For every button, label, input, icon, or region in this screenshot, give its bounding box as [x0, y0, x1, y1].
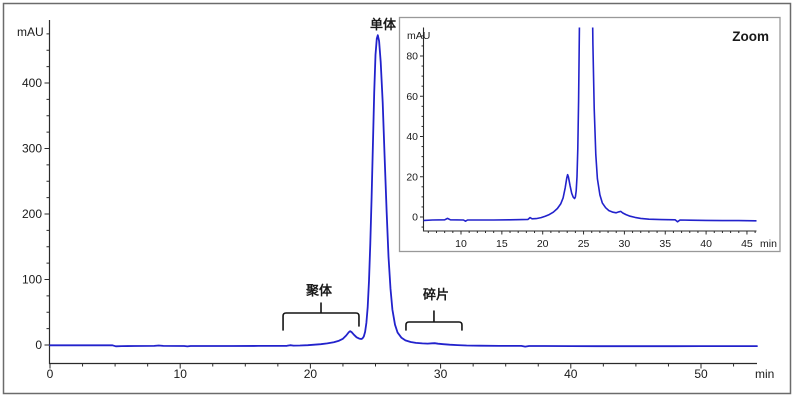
main-y-tick-label: 0: [35, 338, 42, 352]
main-x-tick-label: 20: [304, 367, 318, 381]
inset-y-tick-label: 60: [406, 91, 418, 103]
main-y-tick-label: 300: [22, 142, 42, 156]
inset-x-tick-label: 20: [537, 238, 549, 250]
inset-x-tick-label: 40: [700, 238, 712, 250]
inset-x-tick-label: 45: [741, 238, 753, 250]
inset-x-tick-label: 15: [496, 238, 508, 250]
inset-zoom-panel: 10 15 20 25 30 35 40 45 0 20 40 60 80 mAU min Zoom: [398, 16, 781, 253]
inset-x-tick-label: 10: [455, 238, 467, 250]
inset-x-axis-unit: min: [760, 238, 777, 250]
peak-label-monomer: 单体: [370, 17, 397, 32]
inset-title: Zoom: [732, 29, 769, 44]
inset-x-tick-label: 30: [619, 238, 631, 250]
inset-axis-ticks: [420, 35, 756, 235]
main-axis-ticks: [44, 33, 735, 369]
aggregate-bracket: [282, 302, 360, 331]
peak-label-aggregate: 聚体: [305, 283, 333, 298]
inset-y-tick-label: 40: [406, 131, 418, 143]
main-x-tick-label: 40: [564, 367, 578, 381]
main-y-tick-label: 200: [22, 207, 42, 221]
main-x-tick-label: 10: [174, 367, 188, 381]
inset-x-tick-label: 25: [578, 238, 590, 250]
inset-curve: [423, 27, 757, 223]
main-y-tick-label: 100: [22, 273, 42, 287]
fragment-bracket: [405, 310, 463, 331]
main-x-tick-label: 0: [47, 367, 54, 381]
inset-y-tick-label: 80: [406, 51, 418, 63]
main-x-axis-unit: min: [755, 367, 774, 381]
main-y-axis-unit: mAU: [17, 25, 44, 39]
window-frame: [2, 2, 792, 395]
main-x-tick-label: 50: [694, 367, 708, 381]
inset-border-box: [398, 16, 781, 253]
main-y-tick-label: 400: [22, 76, 42, 90]
main-x-tick-label: 30: [434, 367, 448, 381]
inset-axis-lines: [422, 27, 757, 232]
inset-axis-tick-labels: 10 15 20 25 30 35 40 45 0 20 40 60 80: [406, 51, 753, 251]
inset-y-tick-label: 0: [412, 212, 418, 224]
inset-x-tick-label: 35: [659, 238, 671, 250]
peak-label-fragment: 碎片: [423, 287, 449, 302]
inset-y-axis-unit: mAU: [407, 30, 430, 42]
main-curve: [49, 34, 758, 348]
inset-y-tick-label: 20: [406, 171, 418, 183]
